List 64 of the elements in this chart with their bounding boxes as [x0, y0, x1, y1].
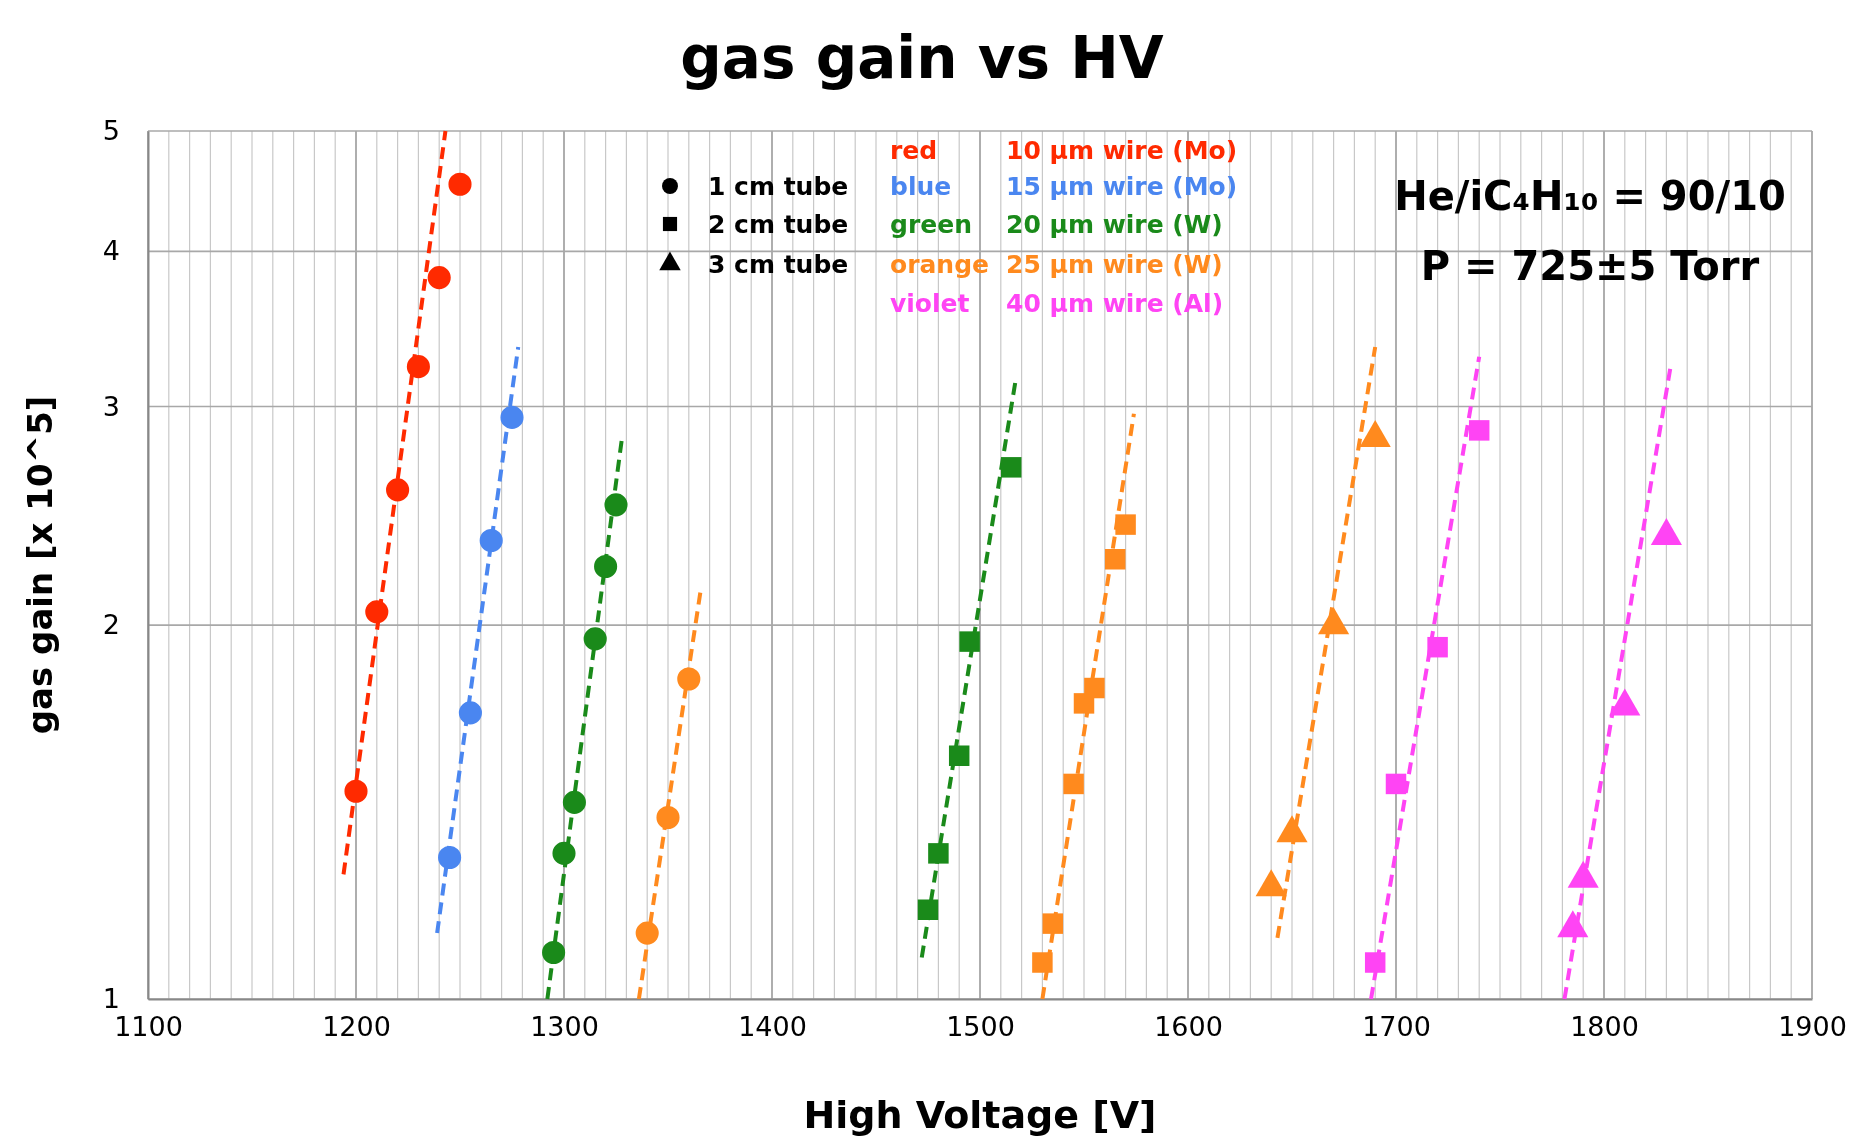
point — [1385, 773, 1407, 795]
y-tick-label: 2 — [102, 609, 120, 641]
x-tick-label: 1300 — [530, 1011, 599, 1043]
annotation: blue — [890, 172, 952, 201]
point — [406, 355, 430, 379]
point — [1115, 514, 1136, 535]
annotation: 1 cm tube — [708, 172, 849, 201]
annotation: orange — [890, 250, 990, 279]
point — [959, 631, 980, 652]
x-tick-label: 1800 — [1570, 1011, 1639, 1043]
point — [344, 779, 368, 803]
point — [438, 845, 462, 870]
point — [1063, 773, 1084, 795]
point — [1468, 420, 1490, 441]
point — [1042, 913, 1064, 934]
point — [1084, 677, 1105, 699]
y-tick-label: 3 — [102, 390, 120, 422]
y-tick-label: 4 — [102, 235, 120, 267]
x-tick-label: 1400 — [738, 1011, 807, 1043]
annotation: He/iC₄H₁₀ = 90/10 — [1394, 173, 1786, 219]
point — [948, 745, 970, 766]
annotation: P = 725±5 Torr — [1420, 243, 1760, 289]
annotation: 25 µm wire (W) — [1006, 250, 1223, 279]
point — [1427, 636, 1448, 658]
x-tick-label: 1700 — [1362, 1011, 1431, 1043]
point — [677, 667, 701, 691]
annotation: red — [890, 136, 938, 165]
x-tick-label: 1900 — [1778, 1011, 1847, 1043]
x-tick-label: 1200 — [322, 1011, 391, 1043]
x-tick-label: 1600 — [1154, 1011, 1223, 1043]
annotation: 15 µm wire (Mo) — [1006, 172, 1238, 201]
chart-title: gas gain vs HV — [680, 24, 1164, 92]
point — [458, 701, 482, 725]
annotation: 2 cm tube — [708, 210, 849, 239]
annotation: violet — [890, 289, 970, 318]
y-axis-title: gas gain [x 10^5] — [20, 395, 60, 735]
annotation: 3 cm tube — [708, 250, 849, 279]
point — [562, 790, 586, 814]
point — [552, 841, 576, 865]
point — [386, 478, 410, 502]
point — [1032, 952, 1053, 973]
annotation: 10 µm wire (Mo) — [1006, 136, 1238, 165]
annotation: 20 µm wire (W) — [1006, 210, 1223, 239]
point — [917, 899, 939, 920]
point — [1364, 952, 1386, 973]
point — [500, 405, 524, 429]
x-tick-label: 1500 — [946, 1011, 1015, 1043]
point — [427, 266, 451, 290]
point — [448, 172, 472, 196]
point — [604, 493, 628, 517]
point — [479, 528, 503, 553]
point — [365, 600, 389, 624]
annotation: green — [890, 210, 972, 239]
y-tick-label: 5 — [102, 115, 120, 147]
point — [542, 940, 566, 965]
point — [1104, 549, 1126, 570]
annotation: 40 µm wire (Al) — [1006, 289, 1224, 318]
x-axis-title: High Voltage [V] — [803, 1093, 1157, 1137]
point — [656, 806, 680, 830]
point — [928, 843, 949, 864]
point — [1000, 457, 1022, 478]
point — [635, 921, 659, 945]
point — [583, 627, 607, 651]
point — [594, 554, 618, 578]
